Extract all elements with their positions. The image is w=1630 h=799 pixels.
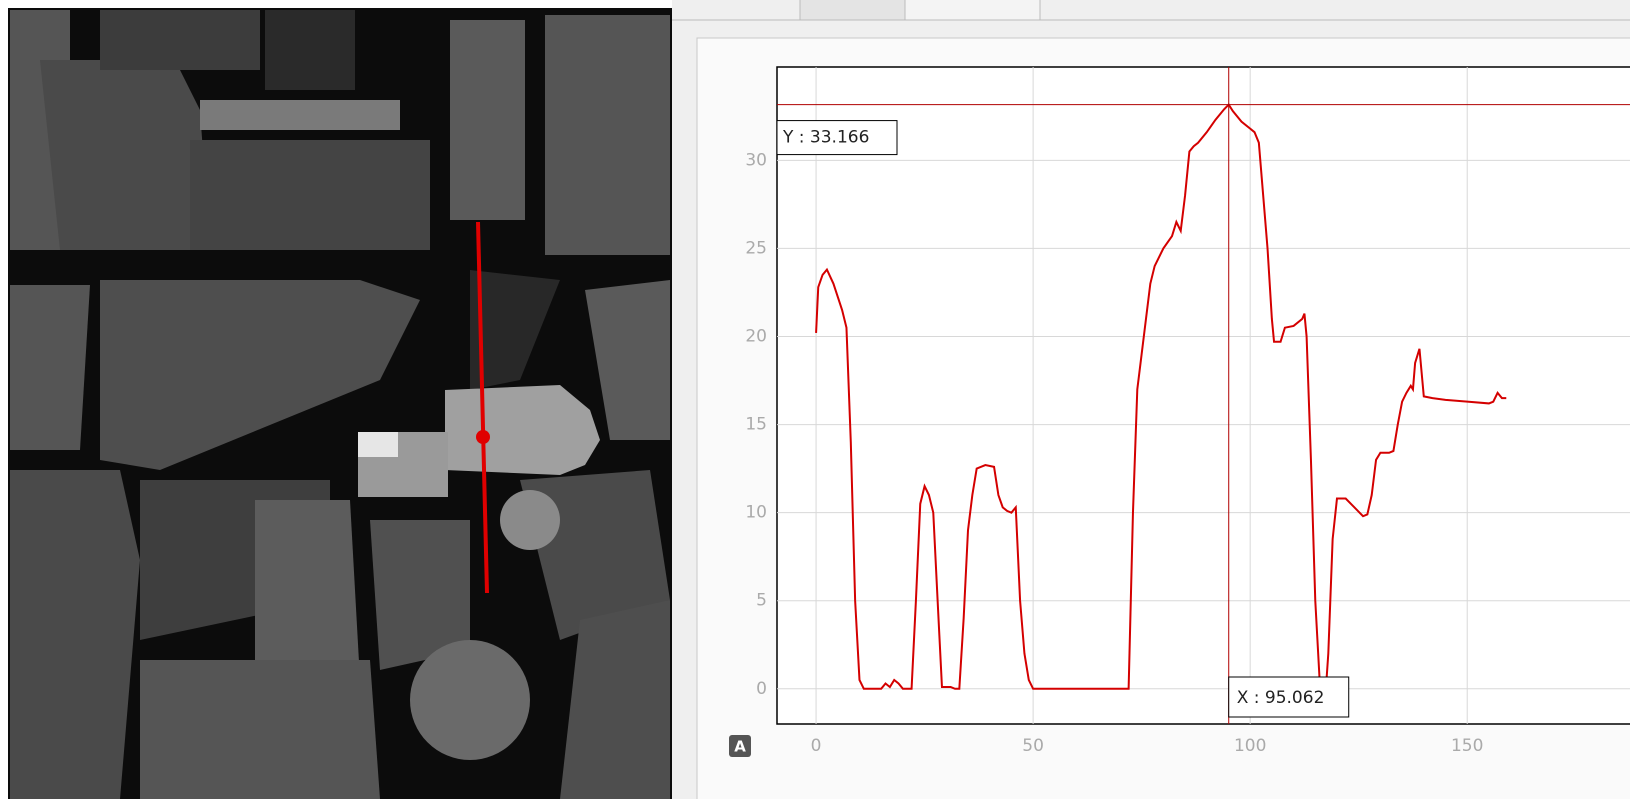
- y-tick-label: 20: [745, 326, 767, 346]
- y-readout: Y : 33.166: [782, 128, 869, 148]
- x-tick-label: 0: [811, 736, 822, 756]
- profile-line: [815, 102, 1507, 691]
- x-readout: X : 95.062: [1237, 688, 1325, 708]
- y-readout-box: [776, 120, 898, 156]
- y-tick-label: 0: [756, 679, 767, 699]
- x-tick-label: 150: [1451, 736, 1483, 756]
- plot-area: [776, 66, 1630, 725]
- x-tick-label: 50: [1022, 736, 1044, 756]
- tab-bar: [672, 0, 1630, 21]
- y-tick-label: 30: [745, 150, 767, 170]
- x-readout-box: [1228, 676, 1350, 718]
- tab[interactable]: [904, 0, 1041, 21]
- tab[interactable]: [799, 0, 906, 21]
- y-tick-label: 15: [745, 415, 767, 435]
- y-tick-label: 5: [756, 591, 767, 611]
- icon-label: A: [734, 738, 746, 756]
- x-tick-label: 100: [1234, 736, 1266, 756]
- y-tick-label: 10: [745, 503, 767, 523]
- chart: 0 50 100 150 0 5 10 15 20 25 30 Y : 33.166 X : 95.06…: [745, 67, 1630, 756]
- plot-content: [777, 67, 1630, 724]
- map: [8, 8, 672, 799]
- icon[interactable]: [729, 735, 751, 757]
- y-tick-label: 25: [745, 238, 767, 258]
